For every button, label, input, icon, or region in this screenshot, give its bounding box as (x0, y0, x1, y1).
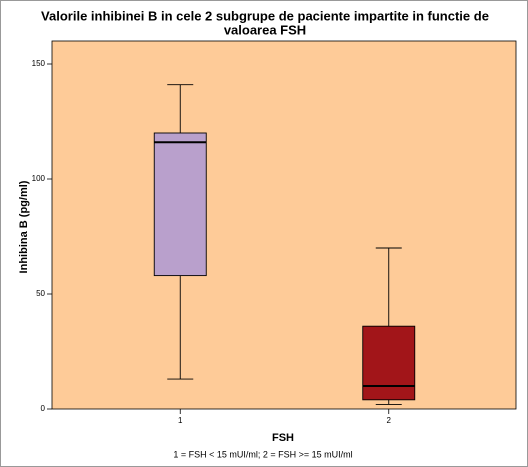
chart-title: valoarea FSH (224, 22, 306, 37)
x-tick-label: 1 (178, 416, 183, 425)
y-tick-label: 50 (36, 289, 45, 298)
x-axis-title: FSH (272, 432, 294, 444)
note: 1 = FSH < 15 mUI/ml; 2 = FSH >= 15 mUI/m… (173, 449, 352, 459)
box (362, 325, 416, 401)
y-tick-label: 0 (41, 404, 46, 413)
box (153, 132, 207, 277)
y-tick-label: 100 (32, 174, 46, 183)
plot-area (51, 40, 517, 410)
y-axis-title: Inhibina B (pg/ml) (18, 180, 30, 273)
y-tick-label: 150 (32, 59, 46, 68)
x-tick-label: 2 (387, 416, 392, 425)
chart-title: Valorile inhibinei B in cele 2 subgrupe … (41, 8, 489, 23)
